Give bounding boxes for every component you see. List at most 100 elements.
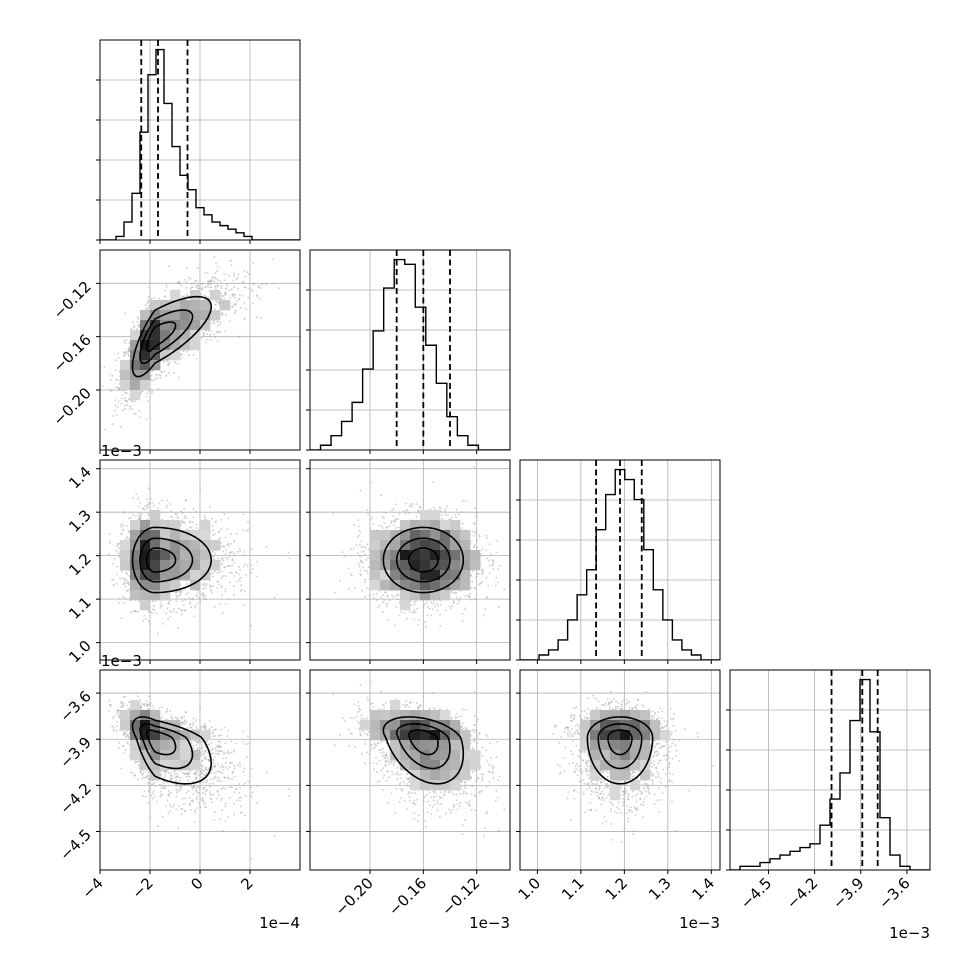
sample-point <box>186 583 189 585</box>
sample-point <box>149 514 151 516</box>
sample-point <box>231 571 233 574</box>
sample-point <box>120 533 122 535</box>
sample-point <box>172 610 175 613</box>
sample-point <box>123 525 125 527</box>
sample-point <box>149 631 151 633</box>
sample-point <box>115 386 118 389</box>
sample-point <box>213 606 216 608</box>
sample-point <box>187 591 190 594</box>
sample-point <box>252 302 254 305</box>
sample-point <box>131 497 134 499</box>
sample-point <box>229 296 232 299</box>
histogram-step <box>310 258 510 450</box>
sample-point <box>220 545 223 547</box>
sample-point <box>126 582 128 584</box>
sample-point <box>203 334 205 336</box>
sample-point <box>189 287 192 290</box>
sample-point <box>235 533 238 535</box>
density-cell <box>210 290 221 301</box>
sample-point <box>111 423 114 425</box>
sample-point <box>244 275 247 278</box>
sample-point <box>160 377 162 379</box>
sample-point <box>147 286 150 289</box>
sample-point <box>117 379 119 381</box>
density-cell <box>140 360 151 371</box>
density-cell <box>130 350 141 361</box>
sample-point <box>197 287 199 289</box>
sample-point <box>237 273 240 276</box>
sample-point <box>152 369 154 372</box>
sample-point <box>196 595 198 598</box>
sample-point <box>196 602 199 605</box>
sample-point <box>150 374 153 377</box>
sample-point <box>242 554 245 556</box>
sample-point <box>140 390 143 393</box>
sample-point <box>109 388 111 391</box>
sample-point <box>256 316 258 319</box>
sample-point <box>139 502 141 504</box>
sample-point <box>209 335 211 337</box>
sample-point <box>217 279 219 281</box>
density-cell <box>150 340 161 351</box>
sample-point <box>224 603 227 605</box>
sample-point <box>144 505 146 507</box>
sample-point <box>179 583 182 586</box>
sample-point <box>244 574 247 576</box>
sample-point <box>111 578 113 580</box>
sample-point <box>211 551 213 553</box>
sample-point <box>122 529 125 532</box>
sample-point <box>218 583 220 585</box>
sample-point <box>243 590 246 593</box>
sample-point <box>123 340 125 342</box>
sample-point <box>180 524 182 527</box>
sample-point <box>224 553 227 556</box>
sample-point <box>247 529 249 531</box>
sample-point <box>165 612 167 615</box>
sample-point <box>175 594 178 597</box>
sample-point <box>126 579 128 581</box>
sample-point <box>152 379 155 382</box>
sample-point <box>147 307 150 309</box>
sample-point <box>112 415 114 417</box>
sample-point <box>192 521 194 524</box>
density-cell <box>190 340 201 351</box>
sample-point <box>202 583 204 586</box>
sample-point <box>198 597 201 599</box>
sample-point <box>124 511 126 513</box>
sample-point <box>148 487 150 489</box>
sample-point <box>152 612 154 614</box>
sample-point <box>256 295 259 298</box>
sample-point <box>118 552 120 555</box>
sample-point <box>181 512 184 514</box>
density-cell <box>160 320 171 331</box>
sample-point <box>213 280 215 283</box>
sample-point <box>204 272 206 274</box>
panel-content <box>100 250 300 450</box>
sample-point <box>177 363 179 365</box>
sample-point <box>209 286 211 289</box>
sample-point <box>124 397 126 399</box>
sample-point <box>213 320 215 322</box>
sample-point <box>256 560 259 563</box>
sample-point <box>201 283 203 286</box>
histogram-panel-1 <box>306 249 511 454</box>
density-cell <box>190 300 201 311</box>
sample-point <box>137 518 140 521</box>
sample-point <box>127 348 130 350</box>
sample-point <box>127 582 130 585</box>
sample-point <box>165 284 168 286</box>
sample-point <box>195 510 197 513</box>
sample-point <box>153 609 156 612</box>
sample-point <box>119 577 121 580</box>
sample-point <box>139 392 142 394</box>
sample-point <box>196 279 198 282</box>
sample-point <box>238 298 240 301</box>
sample-point <box>150 379 153 381</box>
sample-point <box>216 587 218 589</box>
sample-point <box>122 512 125 515</box>
sample-point <box>206 296 208 299</box>
sample-point <box>205 329 207 332</box>
sample-point <box>230 288 233 291</box>
sample-point <box>210 283 212 286</box>
